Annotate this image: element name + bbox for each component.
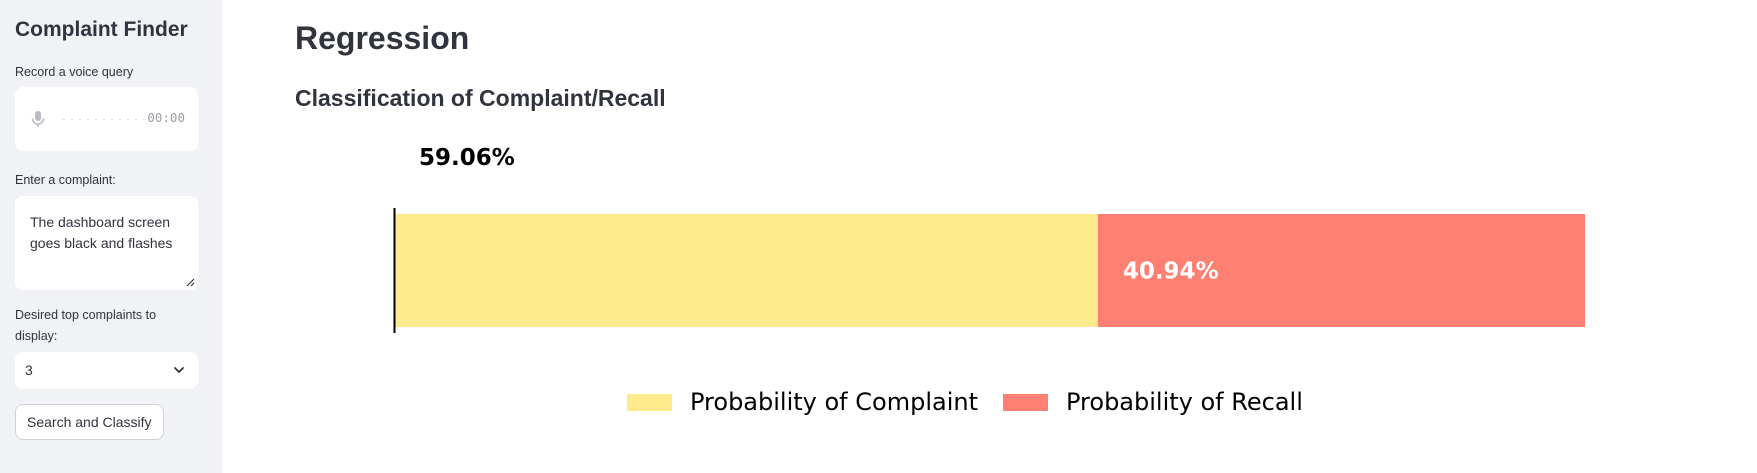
- audio-recorder[interactable]: 00:00: [15, 87, 198, 151]
- search-and-classify-button[interactable]: Search and Classify: [15, 404, 164, 440]
- complaint-text: The dashboard screen goes black and flas…: [30, 214, 173, 251]
- bar-label-recall: 40.94%: [1123, 259, 1219, 285]
- bar-recall: [1097, 214, 1585, 327]
- resize-handle-icon[interactable]: [185, 277, 195, 287]
- top-complaints-select[interactable]: 3: [15, 352, 198, 389]
- top-complaints-value: 3: [25, 362, 33, 378]
- legend-label-complaint: Probability of Complaint: [690, 388, 978, 416]
- chevron-down-icon: [174, 367, 184, 373]
- probability-chart: 59.06% 40.94% Probability of Complaint Prob…: [393, 145, 1585, 416]
- bar-complaint: [395, 214, 1098, 327]
- complaint-label: Enter a complaint:: [15, 173, 116, 187]
- sidebar: Complaint Finder Record a voice query 00…: [0, 0, 222, 473]
- app-title: Complaint Finder: [15, 18, 188, 41]
- page-title: Regression: [295, 20, 470, 56]
- legend-label-recall: Probability of Recall: [1066, 388, 1303, 416]
- bar-label-complaint: 59.06%: [419, 145, 515, 171]
- voice-query-label: Record a voice query: [15, 65, 134, 79]
- section-title: Classification of Complaint/Recall: [295, 85, 666, 111]
- waveform-placeholder: [60, 118, 148, 120]
- top-complaints-label: Desired top complaints to display:: [15, 308, 157, 343]
- recorder-timer: 00:00: [147, 110, 185, 125]
- complaint-textarea[interactable]: The dashboard screen goes black and flas…: [15, 196, 198, 290]
- microphone-icon[interactable]: [30, 110, 46, 128]
- legend-swatch-complaint: [627, 394, 672, 411]
- legend-swatch-recall: [1003, 394, 1048, 411]
